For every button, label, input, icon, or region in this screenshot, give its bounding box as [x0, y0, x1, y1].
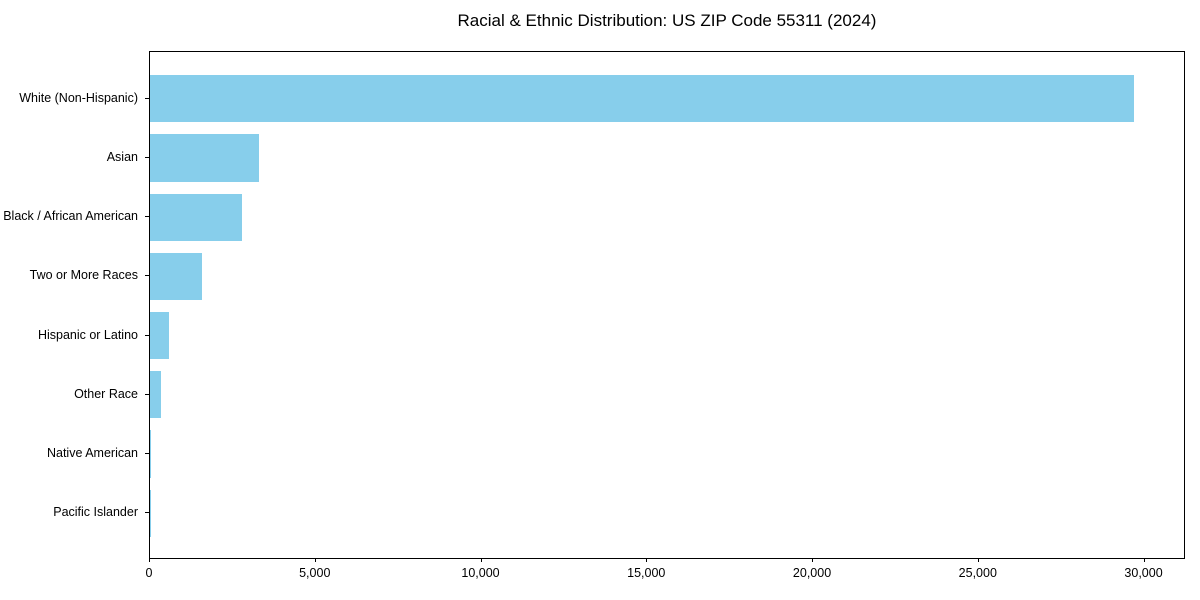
- y-tick-mark: [145, 334, 149, 336]
- x-tick-label: 20,000: [792, 566, 832, 580]
- x-tick-label: 5,000: [299, 566, 331, 580]
- y-tick-mark: [145, 453, 149, 455]
- plot-area: [149, 51, 1185, 559]
- y-tick-mark: [145, 216, 149, 218]
- y-tick-mark: [145, 97, 149, 99]
- x-tick-label: 0: [145, 566, 153, 580]
- bar: [150, 134, 259, 182]
- x-tick-mark: [149, 558, 150, 562]
- bar: [150, 371, 162, 419]
- bar: [150, 252, 202, 301]
- y-tick-mark: [145, 512, 149, 514]
- y-tick-label: Pacific Islander: [53, 504, 138, 519]
- x-tick-label: 25,000: [958, 566, 997, 580]
- x-tick-label: 15,000: [627, 566, 666, 580]
- y-tick-mark: [145, 393, 149, 395]
- x-tick-label: 30,000: [1124, 566, 1163, 580]
- y-tick-label: Native American: [46, 445, 138, 460]
- bar: [150, 193, 242, 241]
- x-tick-mark: [646, 558, 648, 562]
- bar: [150, 311, 170, 360]
- x-tick-mark: [1143, 558, 1145, 562]
- x-tick-mark: [977, 558, 979, 562]
- x-tick-label: 10,000: [461, 566, 500, 580]
- y-tick-mark: [145, 156, 149, 158]
- x-tick-mark: [812, 558, 814, 562]
- chart-title: Racial & Ethnic Distribution: US ZIP Cod…: [457, 11, 877, 30]
- y-tick-label: Asian: [106, 149, 138, 164]
- y-tick-label: Hispanic or Latino: [37, 327, 138, 342]
- y-tick-label: White (Non-Hispanic): [19, 90, 138, 105]
- y-tick-label: Other Race: [74, 386, 138, 401]
- bar: [150, 430, 151, 478]
- bar: [150, 75, 1135, 123]
- y-tick-label: Black / African American: [3, 208, 138, 223]
- y-tick-label: Two or More Races: [29, 268, 138, 283]
- x-tick-mark: [314, 558, 316, 562]
- x-tick-mark: [480, 558, 482, 562]
- y-tick-mark: [145, 275, 149, 277]
